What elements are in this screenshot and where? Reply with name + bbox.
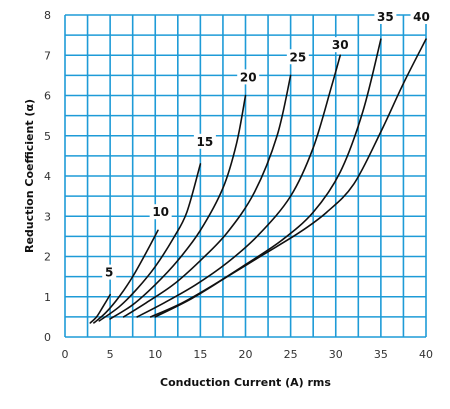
y-tick-label: 6: [44, 90, 51, 103]
y-tick-label: 8: [44, 9, 51, 22]
y-axis-ticks: 0 1 2 3 4 5 6 7 8: [44, 9, 51, 344]
curve-30: [136, 54, 342, 318]
x-tick-label: 20: [239, 348, 253, 361]
y-tick-label: 2: [44, 251, 51, 264]
y-axis-title: Reduction Coefficient (α): [23, 99, 36, 253]
x-tick-label: 10: [148, 348, 162, 361]
grid: [64, 14, 427, 338]
x-tick-label: 35: [374, 348, 388, 361]
curve-label-bg-30: [329, 37, 352, 53]
y-tick-label: 5: [44, 130, 51, 143]
x-tick-label: 40: [419, 348, 433, 361]
curve-label-bg-25: [286, 49, 309, 65]
curve-25: [122, 74, 292, 318]
y-tick-label: 0: [44, 331, 51, 344]
x-tick-label: 0: [62, 348, 69, 361]
curve-20: [109, 94, 247, 320]
curve-labels: 5 10 15 20 25 30 35 40: [102, 9, 433, 280]
x-axis-title: Conduction Current (A) rms: [160, 376, 331, 389]
curve-label-25: 25: [289, 50, 306, 64]
y-tick-label: 1: [44, 291, 51, 304]
x-tick-label: 25: [284, 348, 298, 361]
x-tick-label: 15: [193, 348, 207, 361]
curve-label-40: 40: [413, 10, 430, 24]
curve-label-15: 15: [197, 135, 214, 149]
curve-label-bg-10: [149, 204, 172, 220]
curve-label-bg-5: [102, 264, 117, 280]
curve-15: [98, 163, 202, 322]
x-axis-ticks: 0 5 10 15 20 25 30 35 40: [62, 348, 434, 361]
curve-label-bg-35: [374, 9, 397, 25]
y-tick-label: 3: [44, 210, 51, 223]
curve-label-20: 20: [240, 70, 257, 84]
curve-label-35: 35: [377, 10, 394, 24]
curve-label-30: 30: [332, 38, 349, 52]
x-tick-label: 30: [329, 348, 343, 361]
curve-5: [89, 293, 111, 324]
curve-label-bg-20: [237, 69, 260, 85]
x-tick-label: 5: [107, 348, 114, 361]
y-tick-label: 7: [44, 49, 51, 62]
curve-label-5: 5: [105, 266, 113, 280]
curve-label-10: 10: [152, 205, 169, 219]
curve-40: [154, 38, 427, 318]
curve-label-bg-15: [193, 133, 216, 149]
curve-10: [93, 229, 159, 324]
y-tick-label: 4: [44, 170, 51, 183]
curves: [89, 38, 427, 324]
curve-label-bg-40: [410, 9, 433, 25]
